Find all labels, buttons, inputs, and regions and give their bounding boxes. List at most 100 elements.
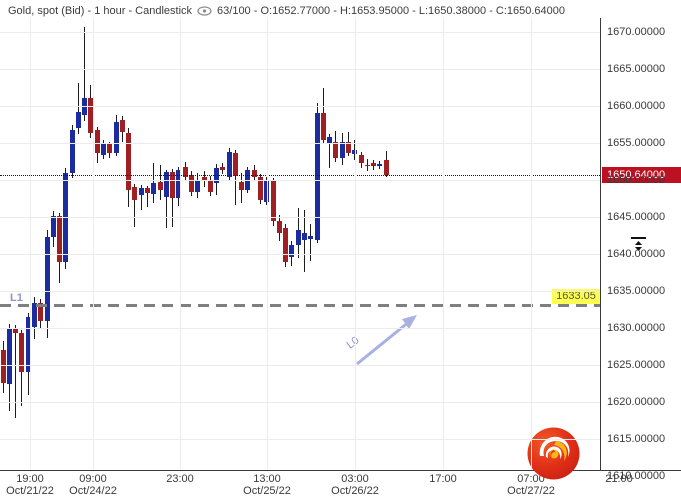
- v-gridline: [443, 18, 444, 470]
- time-axis-label: 03:00: [341, 473, 369, 485]
- candle: [339, 142, 345, 158]
- candle: [207, 180, 213, 192]
- candle: [289, 245, 295, 257]
- price-axis-label: 1660.00000: [607, 100, 666, 112]
- h-gridline: [0, 402, 600, 403]
- h-gridline: [0, 328, 600, 329]
- candle-wick: [172, 168, 174, 228]
- v-gridline: [180, 18, 181, 470]
- candle: [6, 328, 12, 384]
- h-gridline: [0, 143, 600, 144]
- candle: [345, 142, 351, 154]
- candle: [295, 230, 301, 246]
- support-trend-line[interactable]: [0, 304, 600, 307]
- date-axis-label: Oct/25/22: [243, 485, 291, 497]
- date-axis-label: Oct/21/22: [6, 485, 54, 497]
- plot-area[interactable]: [0, 18, 600, 470]
- price-axis-label: 1665.00000: [607, 63, 666, 75]
- date-axis-label: Oct/27/22: [507, 485, 555, 497]
- price-scale-icon[interactable]: [630, 236, 648, 260]
- candle: [88, 97, 94, 134]
- price-axis-label: 1620.00000: [607, 396, 666, 408]
- candle-wick: [165, 169, 167, 229]
- v-gridline: [30, 18, 31, 470]
- drawing-label-l1[interactable]: L1: [10, 292, 23, 304]
- candle: [320, 112, 326, 141]
- candle: [283, 228, 289, 263]
- candle: [132, 187, 138, 200]
- candle-wick: [15, 325, 17, 419]
- date-axis-label: Oct/26/22: [331, 485, 379, 497]
- candle: [301, 232, 307, 240]
- candle: [232, 153, 238, 176]
- candle-wick: [303, 209, 305, 272]
- candle: [101, 143, 106, 155]
- candle: [314, 112, 320, 240]
- candle: [170, 171, 176, 198]
- v-gridline: [355, 18, 356, 470]
- candle: [19, 333, 25, 373]
- candle: [176, 169, 182, 198]
- candle: [182, 166, 188, 178]
- chart-legend: Gold, spot (Bid) - 1 hour - Candlestick …: [8, 5, 565, 17]
- candle: [151, 183, 157, 195]
- time-axis[interactable]: 19:00 Oct/21/22 09:00 Oct/24/22 23:00 13:00 Oc…: [0, 470, 681, 504]
- price-axis-label: 1650.00000: [607, 174, 666, 186]
- time-axis-line: [0, 470, 681, 471]
- candle: [226, 151, 232, 178]
- ohlc-readout: 63/100 - O:1652.77000 - H:1653.95000 - L…: [217, 5, 566, 17]
- h-gridline: [0, 106, 600, 107]
- candle: [119, 120, 125, 132]
- time-axis-label: 19:00: [16, 473, 44, 485]
- h-gridline: [0, 180, 600, 181]
- price-axis-label: 1655.00000: [607, 137, 666, 149]
- h-gridline: [0, 254, 600, 255]
- candle: [276, 220, 282, 234]
- h-gridline: [0, 365, 600, 366]
- time-axis-label: 07:00: [517, 473, 545, 485]
- candle: [157, 182, 163, 191]
- candle: [371, 163, 376, 166]
- eye-icon[interactable]: [197, 6, 212, 16]
- candle: [251, 169, 257, 177]
- candle: [38, 302, 44, 321]
- time-axis-label: 17:00: [429, 473, 457, 485]
- candle-wick: [77, 83, 79, 135]
- candle-wick: [329, 134, 331, 169]
- candle: [333, 142, 339, 158]
- price-axis-label: 1640.00000: [607, 248, 666, 260]
- current-price-tag: 1650.64000: [602, 167, 681, 183]
- candle: [25, 316, 31, 373]
- candle: [0, 350, 6, 384]
- date-axis-label: Oct/24/22: [69, 485, 117, 497]
- candle: [144, 188, 150, 194]
- price-axis-line: [600, 18, 601, 471]
- candle: [220, 167, 226, 170]
- candle: [264, 180, 270, 203]
- candle: [113, 121, 119, 153]
- candle-wick: [84, 26, 86, 121]
- symbol-title: Gold, spot (Bid) - 1 hour - Candlestick: [8, 5, 193, 17]
- time-axis-label: 21:00: [605, 473, 633, 485]
- candle: [327, 137, 333, 143]
- candle: [57, 215, 62, 263]
- v-gridline: [267, 18, 268, 470]
- candle: [352, 149, 358, 155]
- price-axis-label: 1670.00000: [607, 26, 666, 38]
- candle: [75, 111, 81, 129]
- candle-wick: [234, 150, 236, 206]
- price-axis-label: 1630.00000: [607, 322, 666, 334]
- candle: [377, 163, 383, 166]
- v-gridline: [531, 18, 532, 470]
- candle: [270, 180, 276, 221]
- candle: [358, 154, 364, 163]
- price-axis-label: 1610.00000: [607, 470, 666, 482]
- candle: [44, 237, 50, 321]
- candle: [364, 164, 370, 166]
- candle: [126, 132, 132, 191]
- price-axis-label: 1635.00000: [607, 285, 666, 297]
- candle: [188, 174, 194, 192]
- candle: [245, 169, 251, 191]
- candle: [31, 302, 37, 328]
